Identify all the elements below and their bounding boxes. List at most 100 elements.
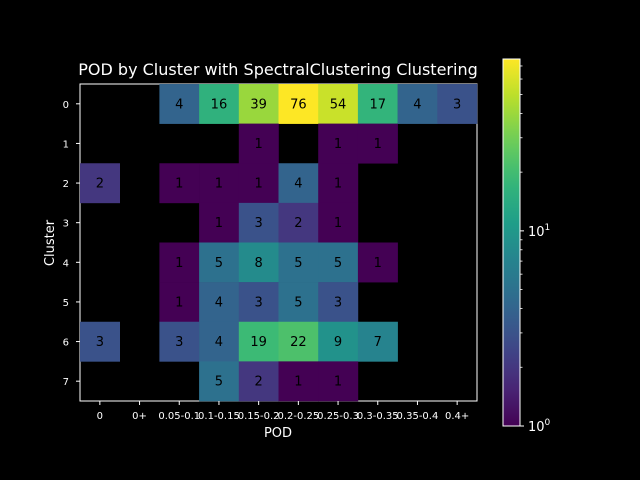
cell-value-label: 1	[175, 295, 183, 310]
x-tick-label: 0.25-0.3	[317, 411, 359, 422]
colorbar: 100 101	[502, 58, 551, 435]
heatmap-cell	[318, 242, 359, 283]
cell-value-label: 3	[255, 216, 263, 231]
cell-value-label: 39	[250, 97, 267, 112]
heatmap-cell	[278, 163, 319, 204]
cell-value-label: 1	[334, 177, 342, 192]
cell-value-label: 5	[215, 375, 223, 390]
heatmap-cell	[278, 242, 319, 283]
y-tick-label: 6	[63, 338, 69, 349]
cell-value-label: 1	[374, 137, 382, 152]
heatmap-cell	[238, 163, 279, 204]
heatmap-cell	[238, 242, 279, 283]
y-axis-label: Cluster	[43, 219, 58, 266]
cell-value-label: 5	[294, 295, 302, 310]
cell-value-label: 1	[175, 177, 183, 192]
cell-value-label: 1	[334, 375, 342, 390]
heatmap-cell	[238, 321, 279, 362]
colorbar-tick-label: 101	[528, 223, 550, 240]
heatmap-cell	[318, 123, 359, 164]
heatmap-cell	[159, 163, 200, 204]
cell-value-label: 4	[413, 97, 421, 112]
cell-value-label: 17	[369, 97, 386, 112]
cell-value-label: 1	[255, 137, 263, 152]
x-tick-label: 0.05-0.1	[158, 411, 200, 422]
heatmap-cell	[199, 361, 240, 402]
heatmap-cell	[238, 84, 279, 124]
heatmap-cell	[278, 84, 319, 124]
cell-value-label: 5	[334, 256, 342, 271]
y-tick-label: 2	[63, 179, 69, 190]
cell-value-label: 3	[453, 97, 461, 112]
heatmap-cell	[199, 282, 240, 323]
heatmap-cell	[318, 202, 359, 243]
cell-value-label: 4	[215, 295, 223, 310]
cell-value-label: 19	[250, 335, 267, 350]
heatmap-cell	[437, 84, 478, 124]
cell-value-label: 5	[215, 256, 223, 271]
heatmap-cell	[159, 282, 200, 323]
heatmap-cell	[318, 282, 359, 323]
cell-value-label: 3	[255, 295, 263, 310]
x-tick-label: 0.15-0.2	[238, 411, 280, 422]
cell-value-label: 7	[374, 335, 382, 350]
x-tick-label: 0.35-0.4	[397, 411, 439, 422]
cell-value-label: 8	[255, 256, 263, 271]
cell-value-label: 1	[374, 256, 382, 271]
cell-value-label: 22	[290, 335, 307, 350]
x-axis-ticks: 0 0+ 0.05-0.10.1-0.150.15-0.20.2-0.250.25-…	[97, 401, 469, 422]
heatmap-cell	[357, 123, 398, 164]
cell-value-label: 1	[215, 177, 223, 192]
heatmap-cell	[318, 321, 359, 362]
heatmap-cell	[238, 123, 279, 164]
heatmap-cell	[278, 282, 319, 323]
cell-value-label: 1	[215, 216, 223, 231]
heatmap-cell	[397, 84, 438, 124]
heatmap-cell	[318, 84, 359, 124]
y-tick-label: 5	[63, 298, 69, 309]
cell-value-label: 1	[175, 256, 183, 271]
cell-value-label: 1	[334, 216, 342, 231]
x-tick-label: 0.2-0.25	[277, 411, 319, 422]
heatmap-cell	[199, 84, 240, 124]
x-tick-label: 0	[97, 411, 103, 422]
cell-value-label: 5	[294, 256, 302, 271]
y-tick-label: 0	[63, 100, 69, 111]
cell-value-label: 16	[211, 97, 228, 112]
x-tick-label: 0.4+	[445, 411, 469, 422]
heatmap-cell	[199, 242, 240, 283]
cell-value-label: 3	[334, 295, 342, 310]
heatmap-cell	[80, 163, 120, 204]
heatmap-cell	[278, 361, 319, 402]
x-tick-label: 0+	[132, 411, 147, 422]
x-tick-label: 0.3-0.35	[357, 411, 399, 422]
heatmap-cell	[357, 321, 398, 362]
heatmap-cell	[80, 321, 120, 362]
colorbar-gradient	[502, 58, 521, 427]
cell-value-label: 9	[334, 335, 342, 350]
cell-value-label: 2	[294, 216, 302, 231]
y-axis-ticks: 0 1 2 3 4 5 6 7	[63, 100, 80, 388]
y-tick-label: 3	[63, 219, 69, 230]
y-tick-label: 1	[63, 139, 69, 150]
heatmap-cell	[278, 202, 319, 243]
heatmap-cell	[238, 361, 279, 402]
heatmap-cell	[238, 282, 279, 323]
cell-value-label: 3	[175, 335, 183, 350]
x-axis-label: POD	[264, 426, 292, 441]
cell-value-label: 4	[215, 335, 223, 350]
cell-value-label: 1	[294, 375, 302, 390]
heatmap-cell	[159, 321, 200, 362]
y-tick-label: 7	[63, 377, 69, 388]
cell-value-label: 2	[96, 177, 104, 192]
cell-value-label: 4	[294, 177, 302, 192]
cell-value-label: 3	[96, 335, 104, 350]
cell-value-label: 1	[334, 137, 342, 152]
cell-value-label: 1	[255, 177, 263, 192]
heatmap-cell	[159, 84, 200, 124]
heatmap-cell	[357, 84, 398, 124]
heatmap-cell	[199, 321, 240, 362]
chart-title: POD by Cluster with SpectralClustering C…	[78, 60, 477, 79]
cell-value-label: 2	[255, 375, 263, 390]
